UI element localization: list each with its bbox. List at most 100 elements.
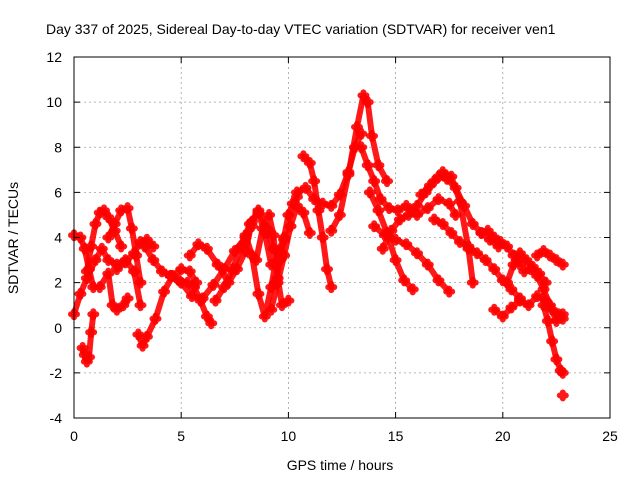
data-point [366, 129, 379, 142]
data-point [74, 287, 87, 300]
data-point [158, 285, 171, 298]
y-tick-label: 12 [46, 49, 62, 65]
data-point [488, 263, 501, 276]
data-point [115, 240, 128, 253]
data-point [432, 170, 445, 183]
data-point [102, 231, 115, 244]
data-point [80, 265, 93, 278]
data-point [501, 240, 514, 253]
data-point [188, 281, 201, 294]
data-point [479, 254, 492, 267]
data-point [308, 193, 321, 206]
data-point [155, 265, 168, 278]
data-point [110, 303, 123, 316]
data-point [102, 267, 115, 280]
data-point [149, 312, 162, 325]
data-point [393, 213, 406, 226]
y-tick-label: 0 [54, 320, 62, 336]
data-point [550, 353, 563, 366]
data-point [363, 186, 376, 199]
data-point [471, 247, 484, 260]
data-point [355, 127, 368, 140]
data-point [278, 231, 291, 244]
data-point [211, 258, 224, 271]
data-point [391, 204, 404, 217]
data-point [250, 254, 263, 267]
series-sat-t [355, 141, 462, 221]
data-point [218, 281, 231, 294]
data-point [209, 294, 222, 307]
data-point [411, 208, 424, 221]
data-point [320, 263, 333, 276]
data-point [513, 294, 526, 307]
data-point [466, 276, 479, 289]
data-point [147, 254, 160, 267]
data-point [273, 254, 286, 267]
data-point [389, 233, 402, 246]
data-point [200, 310, 213, 323]
data-point [108, 217, 121, 230]
data-point [282, 294, 295, 307]
data-point [196, 292, 209, 305]
y-tick-label: -4 [50, 410, 63, 426]
data-point [513, 247, 526, 260]
data-point [89, 254, 102, 267]
data-point [411, 247, 424, 260]
data-point [531, 290, 544, 303]
data-point [385, 224, 398, 237]
data-point [505, 283, 518, 296]
data-point [501, 276, 514, 289]
y-tick-label: -2 [50, 365, 63, 381]
data-point [361, 96, 374, 109]
series-sat-f [93, 267, 134, 316]
data-point [443, 197, 456, 210]
data-point [134, 299, 147, 312]
data-point [207, 278, 220, 291]
data-point [303, 157, 316, 170]
data-point [355, 141, 368, 154]
data-point [205, 317, 218, 330]
data-point [200, 242, 213, 255]
data-point [175, 276, 188, 289]
data-point [316, 197, 329, 210]
data-point [325, 199, 338, 212]
data-point [374, 193, 387, 206]
data-point [239, 229, 252, 242]
data-point [265, 303, 278, 316]
data-point [252, 204, 265, 217]
data-point [507, 258, 520, 271]
series-sat-ad [531, 245, 569, 271]
data-point [546, 335, 559, 348]
data-point [372, 159, 385, 172]
series-sat-v [368, 220, 456, 298]
data-point [93, 281, 106, 294]
series-sat-g [110, 233, 160, 276]
data-point [522, 299, 535, 312]
data-point [185, 290, 198, 303]
y-tick-label: 8 [54, 139, 62, 155]
data-point [290, 186, 303, 199]
data-point [543, 249, 556, 262]
y-tick-labels: -4 -2 0 2 4 6 8 10 12 [46, 49, 62, 426]
data-point [449, 181, 462, 194]
data-point [423, 179, 436, 192]
series-sat-af [556, 389, 569, 402]
data-point [376, 242, 389, 255]
data-point [269, 276, 282, 289]
grid [74, 57, 610, 418]
data-point [325, 281, 338, 294]
data-point [316, 231, 329, 244]
data-point [537, 299, 550, 312]
data-point [550, 254, 563, 267]
data-point [462, 240, 475, 253]
data-point [85, 240, 98, 253]
data-point [402, 208, 415, 221]
data-point [556, 366, 569, 379]
data-point [226, 263, 239, 276]
data-point [299, 181, 312, 194]
data-point [297, 206, 310, 219]
chart-title: Day 337 of 2025, Sidereal Day-to-day VTE… [46, 21, 556, 37]
data-series [68, 89, 569, 402]
data-point [524, 263, 537, 276]
